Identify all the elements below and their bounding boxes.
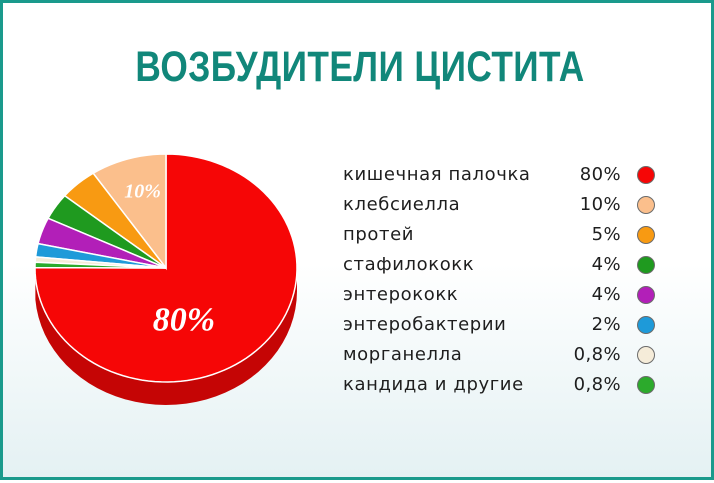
legend-value: 4% — [591, 284, 621, 305]
pie-slice-side — [35, 268, 297, 405]
legend-label: энтерококк — [343, 284, 459, 305]
pie-side-layer — [35, 268, 297, 405]
pie-slice — [92, 153, 167, 271]
legend-swatch — [637, 256, 655, 274]
pie-slice — [34, 153, 298, 383]
legend-label: морганелла — [343, 344, 463, 365]
legend-label: кишечная палочка — [343, 164, 531, 185]
legend-value: 2% — [591, 314, 621, 335]
legend-item: стафилококк 4% — [343, 251, 663, 281]
legend-label: протей — [343, 224, 415, 245]
legend-value: 10% — [579, 194, 621, 215]
legend-label: энтеробактерии — [343, 314, 507, 335]
legend-item: энтерококк 4% — [343, 281, 663, 311]
pie-slice — [63, 172, 167, 269]
pie-slice — [47, 194, 167, 269]
pie-slice — [37, 217, 167, 269]
legend: кишечная палочка 80% клебсиелла 10% прот… — [343, 161, 663, 401]
pie-labels-layer: 80% 10% — [124, 180, 215, 338]
pie-slice-label: 10% — [124, 180, 161, 202]
legend-swatch — [637, 316, 655, 334]
legend-value: 5% — [591, 224, 621, 245]
legend-value: 80% — [579, 164, 621, 185]
legend-swatch — [637, 346, 655, 364]
legend-swatch — [637, 376, 655, 394]
legend-value: 0,8% — [573, 374, 621, 395]
legend-label: кандида и другие — [343, 374, 524, 395]
pie-slice-label: 80% — [153, 302, 215, 339]
legend-item: протей 5% — [343, 221, 663, 251]
legend-item: энтеробактерии 2% — [343, 311, 663, 341]
legend-item: кишечная палочка 80% — [343, 161, 663, 191]
pie-chart: 80% 10% — [34, 153, 298, 405]
pie-slice — [34, 261, 167, 269]
legend-label: стафилококк — [343, 254, 475, 275]
legend-value: 0,8% — [573, 344, 621, 365]
legend-value: 4% — [591, 254, 621, 275]
legend-item: кандида и другие 0,8% — [343, 371, 663, 401]
legend-item: клебсиелла 10% — [343, 191, 663, 221]
legend-swatch — [637, 196, 655, 214]
chart-title: ВОЗБУДИТЕЛИ ЦИСТИТА — [135, 43, 585, 91]
legend-item: морганелла 0,8% — [343, 341, 663, 371]
legend-swatch — [637, 226, 655, 244]
legend-label: клебсиелла — [343, 194, 461, 215]
pie-top-layer — [34, 153, 298, 383]
legend-swatch — [637, 286, 655, 304]
legend-swatch — [637, 166, 655, 184]
